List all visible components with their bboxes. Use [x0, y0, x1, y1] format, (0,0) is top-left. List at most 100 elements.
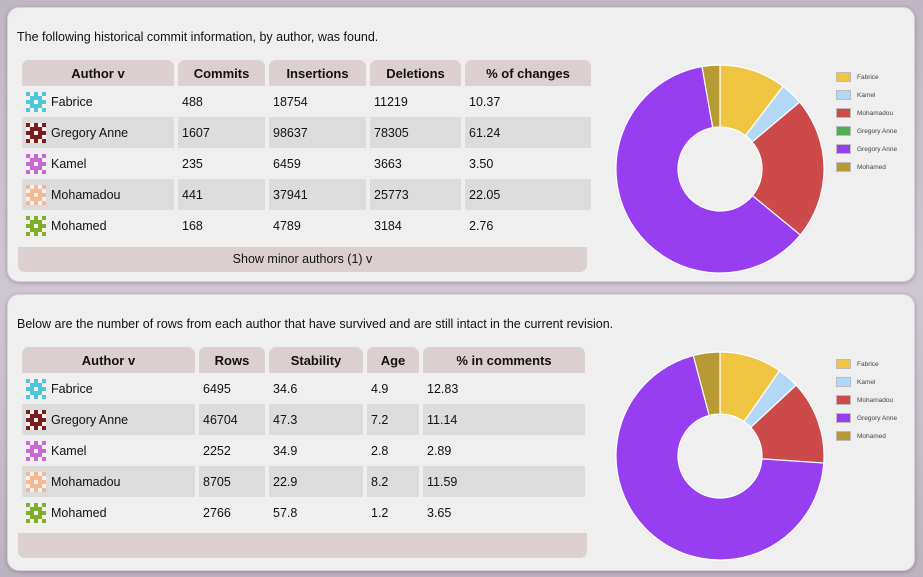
avatar [26, 215, 46, 236]
legend-swatch [836, 359, 851, 369]
author-cell: Fabrice [22, 86, 174, 117]
avatar [26, 378, 46, 399]
author-name: Kamel [51, 156, 87, 171]
table-row: Gregory Anne 1607 98637 78305 61.24 [22, 117, 591, 148]
legend-label: Mohamed [857, 163, 886, 171]
legend-swatch [836, 144, 851, 154]
legend-item[interactable]: Gregory Anne [836, 122, 897, 140]
rows-intro: Below are the number of rows from each a… [17, 317, 614, 331]
legend-item[interactable]: Mohamed [836, 158, 897, 176]
header-insertions[interactable]: Insertions [269, 60, 366, 86]
legend-swatch [836, 413, 851, 423]
legend-item[interactable]: Mohamadou [836, 104, 897, 122]
show-minor-authors-button[interactable]: Show minor authors (1) v [18, 247, 587, 272]
avatar [26, 502, 46, 523]
table-row: Kamel 2252 34.9 2.8 2.89 [22, 435, 585, 466]
author-name: Kamel [51, 443, 87, 458]
author-cell: Mohamed [22, 497, 195, 528]
rows-cell: 2766 [199, 497, 265, 528]
rows-table: Author v Rows Stability Age % in comment… [18, 347, 589, 528]
legend-label: Fabrice [857, 73, 879, 81]
legend-item[interactable]: Kamel [836, 86, 897, 104]
header-rows[interactable]: Rows [199, 347, 265, 373]
legend-swatch [836, 377, 851, 387]
slice-gregory-anne[interactable] [615, 354, 825, 561]
legend-item[interactable]: Fabrice [836, 355, 897, 373]
deletions-cell: 3663 [370, 148, 461, 179]
slice-mohamed[interactable] [701, 64, 721, 129]
insertions-cell: 4789 [269, 210, 366, 241]
author-name: Mohamed [51, 505, 107, 520]
deletions-cell: 25773 [370, 179, 461, 210]
slice-mohamed[interactable] [692, 351, 721, 417]
legend-label: Mohamadou [857, 109, 894, 117]
author-cell: Kamel [22, 435, 195, 466]
legend-label: Mohamadou [857, 396, 894, 404]
rows-chart-legend: Fabrice Kamel Mohamadou Gregory Anne Mohamed [836, 355, 897, 445]
legend-label: Kamel [857, 91, 876, 99]
author-name: Gregory Anne [51, 412, 129, 427]
avatar [26, 153, 46, 174]
avatar [26, 184, 46, 205]
avatar [26, 440, 46, 461]
rows-cell: 6495 [199, 373, 265, 404]
table-row: Mohamadou 8705 22.9 8.2 11.59 [22, 466, 585, 497]
header-commits[interactable]: Commits [178, 60, 265, 86]
stability-cell: 34.6 [269, 373, 363, 404]
author-cell: Mohamed [22, 210, 174, 241]
author-cell: Fabrice [22, 373, 195, 404]
table-row: Kamel 235 6459 3663 3.50 [22, 148, 591, 179]
author-cell: Gregory Anne [22, 117, 174, 148]
legend-swatch [836, 108, 851, 118]
percent-cell: 2.76 [465, 210, 591, 241]
legend-swatch [836, 395, 851, 405]
age-cell: 8.2 [367, 466, 419, 497]
legend-item[interactable]: Fabrice [836, 68, 897, 86]
header-percent-comments[interactable]: % in comments [423, 347, 585, 373]
commits-cell: 488 [178, 86, 265, 117]
comments-cell: 11.14 [423, 404, 585, 435]
percent-cell: 61.24 [465, 117, 591, 148]
age-cell: 7.2 [367, 404, 419, 435]
insertions-cell: 6459 [269, 148, 366, 179]
header-author[interactable]: Author v [22, 347, 195, 373]
header-age[interactable]: Age [367, 347, 419, 373]
commits-table: Author v Commits Insertions Deletions % … [18, 60, 595, 241]
comments-cell: 2.89 [423, 435, 585, 466]
legend-swatch [836, 72, 851, 82]
percent-cell: 10.37 [465, 86, 591, 117]
insertions-cell: 98637 [269, 117, 366, 148]
legend-item[interactable]: Gregory Anne [836, 140, 897, 158]
commits-cell: 168 [178, 210, 265, 241]
author-cell: Mohamadou [22, 466, 195, 497]
legend-item[interactable]: Mohamadou [836, 391, 897, 409]
comments-cell: 11.59 [423, 466, 585, 497]
legend-swatch [836, 162, 851, 172]
legend-swatch [836, 126, 851, 136]
deletions-cell: 78305 [370, 117, 461, 148]
slice-mohamadou[interactable] [751, 101, 825, 236]
author-name: Mohamed [51, 218, 107, 233]
header-stability[interactable]: Stability [269, 347, 363, 373]
header-percent-changes[interactable]: % of changes [465, 60, 591, 86]
age-cell: 1.2 [367, 497, 419, 528]
legend-label: Fabrice [857, 360, 879, 368]
legend-item[interactable]: Mohamed [836, 427, 897, 445]
commits-cell: 235 [178, 148, 265, 179]
slice-gregory-anne[interactable] [615, 65, 802, 274]
table-row: Fabrice 488 18754 11219 10.37 [22, 86, 591, 117]
legend-item[interactable]: Kamel [836, 373, 897, 391]
legend-label: Gregory Anne [857, 414, 898, 422]
header-deletions[interactable]: Deletions [370, 60, 461, 86]
legend-item[interactable]: Gregory Anne [836, 409, 897, 427]
author-name: Fabrice [51, 381, 93, 396]
table-row: Mohamed 168 4789 3184 2.76 [22, 210, 591, 241]
stability-cell: 22.9 [269, 466, 363, 497]
age-cell: 4.9 [367, 373, 419, 404]
author-cell: Kamel [22, 148, 174, 179]
legend-label: Gregory Anne [857, 145, 898, 153]
header-author[interactable]: Author v [22, 60, 174, 86]
table-row: Fabrice 6495 34.6 4.9 12.83 [22, 373, 585, 404]
author-name: Gregory Anne [51, 125, 129, 140]
table-row: Mohamed 2766 57.8 1.2 3.65 [22, 497, 585, 528]
